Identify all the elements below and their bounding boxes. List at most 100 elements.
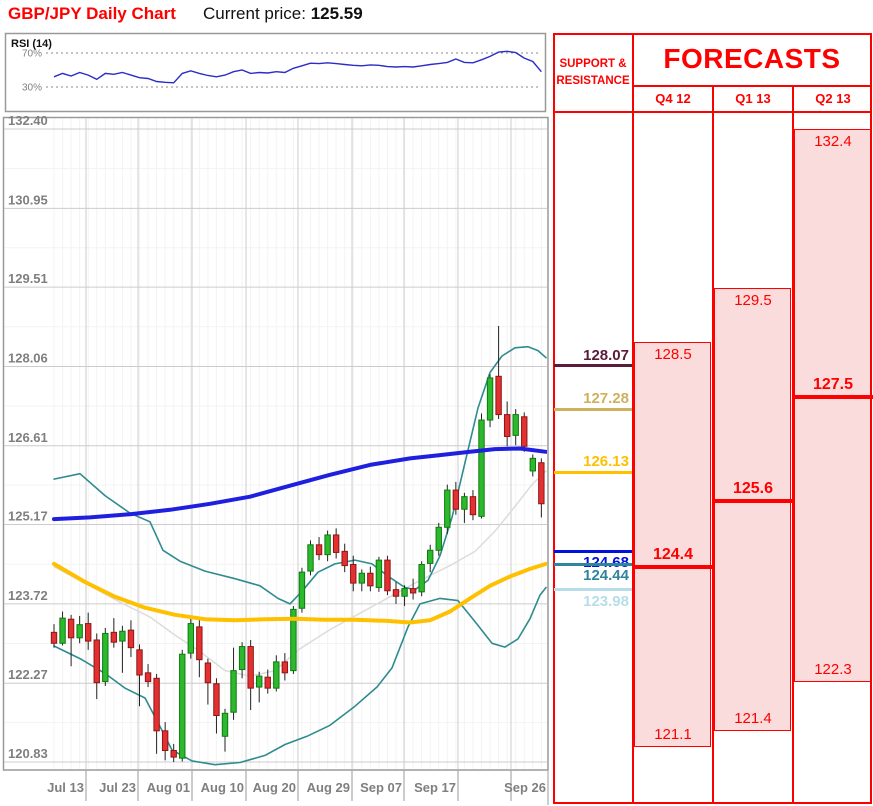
page-title: GBP/JPY Daily Chart <box>8 4 176 23</box>
sr-level-label-127.28: 127.28 <box>583 390 629 408</box>
y-axis-label: 132.40 <box>8 113 48 128</box>
forecast-range-box <box>634 342 711 748</box>
candle-jul-18 <box>110 618 118 648</box>
candle-aug-8 <box>238 642 246 679</box>
candle-sep-25 <box>529 454 536 477</box>
quarter-header-q1-13: Q1 13 <box>735 91 771 106</box>
candle-jul-17 <box>102 627 109 686</box>
candle-jul-31 <box>187 618 195 659</box>
candle-sep-6 <box>418 561 425 597</box>
x-axis-label: Sep 26 <box>504 780 546 795</box>
candle-jul-30 <box>179 649 186 762</box>
candle-aug-29 <box>367 566 374 592</box>
panel-divider-header-row <box>553 111 871 113</box>
y-axis-label: 129.51 <box>8 271 48 286</box>
candle-jul-10 <box>59 611 66 646</box>
candle-jul-25 <box>153 673 160 754</box>
sr-level-line-127.28 <box>554 407 632 411</box>
candle-aug-20 <box>307 540 314 576</box>
x-axis-label: Sep 17 <box>414 780 456 795</box>
y-axis-label: 125.17 <box>8 509 48 524</box>
candle-sep-26 <box>538 458 545 518</box>
candle-sep-5 <box>409 578 417 600</box>
candle-aug-9 <box>247 639 254 711</box>
candle-jul-26 <box>161 722 169 761</box>
sr-level-label-123.98: 123.98 <box>583 592 629 610</box>
candle-aug-24 <box>341 543 348 573</box>
panel-divider-q1 <box>712 85 714 804</box>
forecasts-title: FORECASTS <box>663 43 841 74</box>
y-axis-label: 123.72 <box>8 588 48 603</box>
candle-aug-30 <box>375 556 383 592</box>
forecast-central-line <box>633 564 713 569</box>
candle-aug-21 <box>315 537 323 561</box>
y-axis-label: 126.61 <box>8 430 48 445</box>
forecast-range-box <box>714 287 791 731</box>
sr-level-line-128.07 <box>554 364 632 368</box>
candle-sep-14 <box>469 490 477 521</box>
rsi-title: RSI (14) <box>11 38 52 50</box>
candle-sep-20 <box>503 401 511 447</box>
candle-sep-7 <box>427 544 434 573</box>
candle-aug-6 <box>221 708 229 752</box>
x-axis-label: Jul 13 <box>47 780 84 795</box>
sr-level-label-124.68: 124.68 <box>553 554 629 571</box>
rsi-threshold-label: 30% <box>22 83 42 94</box>
forecast-range-box <box>794 129 871 682</box>
current-price-label: Current price: <box>203 4 311 23</box>
forecast-central-line <box>793 395 873 400</box>
candle-aug-14 <box>273 655 280 692</box>
candle-jul-16 <box>93 633 100 700</box>
forecast-column-q4-12: 128.5 124.4 121.1 <box>633 112 713 804</box>
candle-jul-20 <box>127 620 135 657</box>
y-axis-label: 122.27 <box>8 667 48 682</box>
sr-level-line-126.13 <box>554 470 632 474</box>
candle-aug-27 <box>350 555 357 592</box>
candle-jul-23 <box>136 644 143 707</box>
panel-divider-forecast-header <box>633 85 871 87</box>
forecast-low-value: 122.3 <box>814 660 852 678</box>
x-axis-label: Aug 29 <box>307 780 350 795</box>
forecast-column-q2-13: 132.4 127.5 122.3 <box>793 112 873 804</box>
forecast-high-value: 128.5 <box>654 346 692 364</box>
candle-sep-4 <box>401 585 408 607</box>
candle-jul-12 <box>76 615 83 644</box>
candle-aug-23 <box>332 528 340 559</box>
rsi-line <box>53 50 542 84</box>
candle-sep-21 <box>512 409 519 446</box>
candle-sep-18 <box>486 374 494 428</box>
candle-jul-13 <box>85 612 92 650</box>
candle-aug-28 <box>358 569 366 592</box>
candle-sep-13 <box>461 492 468 523</box>
support-resistance-header: SUPPORT & RESISTANCE <box>556 57 630 87</box>
x-axis-label: Jul 23 <box>99 780 136 795</box>
candle-jul-19 <box>119 625 126 673</box>
rsi-threshold-label: 70% <box>22 49 42 60</box>
forecast-central-value: 124.4 <box>652 545 694 563</box>
candle-aug-10 <box>256 671 263 703</box>
forecast-central-line <box>713 499 793 504</box>
sr-level-line-123.98 <box>554 588 632 592</box>
quarter-header-q4-12: Q4 12 <box>655 91 691 106</box>
panel-divider-sr <box>632 33 634 804</box>
panel-border-right <box>870 33 872 804</box>
panel-border-top <box>553 33 872 35</box>
candle-sep-19 <box>495 325 502 419</box>
current-price: Current price: 125.59 <box>203 4 363 24</box>
candle-jul-27 <box>170 743 177 762</box>
forecast-high-value: 129.5 <box>734 291 772 309</box>
forecast-low-value: 121.4 <box>734 709 772 727</box>
candle-jul-24 <box>144 664 152 688</box>
candle-aug-15 <box>281 653 289 681</box>
forecast-central-value: 127.5 <box>812 376 854 394</box>
candle-sep-24 <box>521 412 528 452</box>
forecast-low-value: 121.1 <box>654 726 692 744</box>
y-axis-label: 130.95 <box>8 192 48 207</box>
candle-sep-12 <box>452 481 460 515</box>
candle-aug-1 <box>196 619 203 678</box>
sr-level-label-126.13: 126.13 <box>583 453 629 471</box>
candle-jul-11 <box>67 614 75 667</box>
candle-aug-3 <box>213 678 220 734</box>
plot-area <box>50 325 547 766</box>
